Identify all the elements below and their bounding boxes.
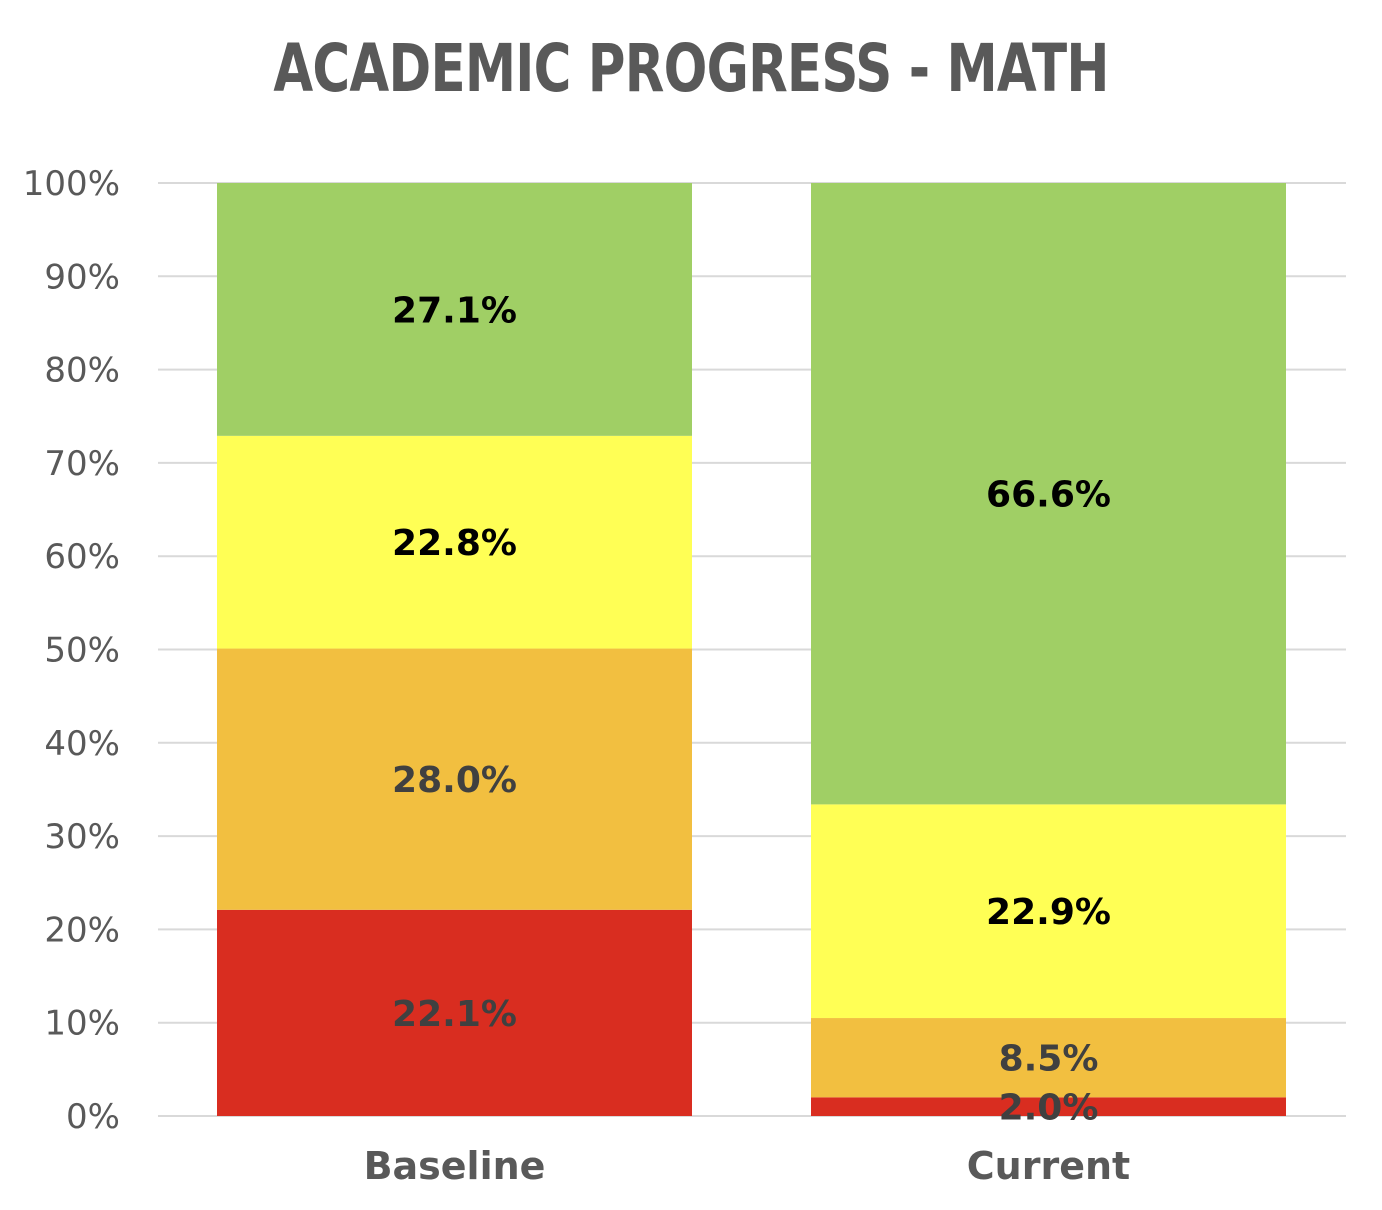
y-tick-label: 100%	[23, 164, 120, 204]
bar-segment	[811, 183, 1286, 805]
data-label: 28.0%	[392, 760, 517, 801]
y-tick-label: 40%	[44, 724, 120, 764]
y-tick-label: 70%	[44, 444, 120, 484]
y-axis-ticks: 0% 10% 20% 30% 40% 50% 60% 70% 80% 90% 100%	[23, 164, 120, 1137]
chart-title: ACADEMIC PROGRESS - MATH	[273, 30, 1109, 107]
y-tick-label: 60%	[44, 537, 120, 577]
data-label: 66.6%	[986, 475, 1111, 516]
data-label: 2.0%	[999, 1088, 1099, 1129]
data-label: 22.8%	[392, 523, 517, 564]
data-label: 22.1%	[392, 994, 517, 1035]
data-label: 22.9%	[986, 892, 1111, 933]
y-tick-label: 90%	[44, 257, 120, 297]
bar-segment	[217, 183, 692, 436]
y-tick-label: 10%	[44, 1004, 120, 1044]
y-tick-label: 50%	[44, 631, 120, 671]
y-tick-label: 80%	[44, 351, 120, 391]
bar-segment	[811, 1018, 1286, 1098]
bar-segment	[217, 435, 692, 649]
bar-segment	[811, 1097, 1286, 1116]
x-category-label: Current	[967, 1144, 1130, 1188]
bar-segment	[217, 909, 692, 1116]
y-tick-label: 20%	[44, 910, 120, 950]
x-category-label: Baseline	[364, 1144, 546, 1188]
y-tick-label: 30%	[44, 817, 120, 857]
bars	[217, 183, 1286, 1116]
data-labels: 22.1% 28.0% 22.8% 27.1% 2.0% 8.5% 22.9% 66.6%	[392, 290, 1111, 1128]
bar-segment	[217, 648, 692, 910]
data-label: 8.5%	[999, 1039, 1099, 1080]
y-tick-label: 0%	[66, 1097, 120, 1137]
bar-segment	[811, 804, 1286, 1019]
x-axis-categories: Baseline Current	[364, 1144, 1131, 1188]
data-label: 27.1%	[392, 290, 517, 331]
